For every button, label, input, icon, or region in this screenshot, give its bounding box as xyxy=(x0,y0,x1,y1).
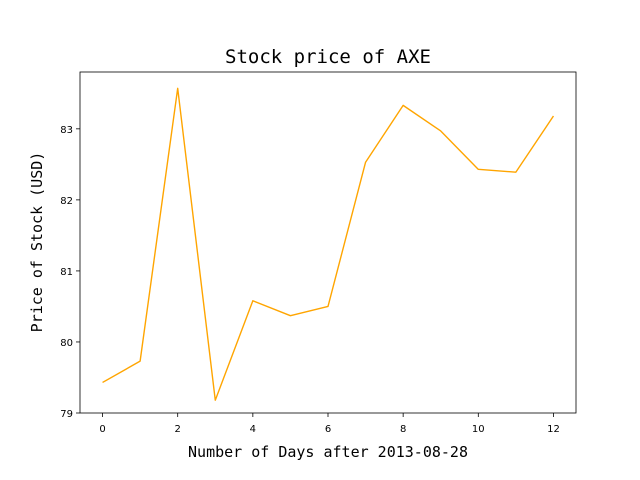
data-point xyxy=(514,171,517,174)
data-point xyxy=(251,299,254,302)
data-point xyxy=(101,381,104,384)
y-tick-label: 82 xyxy=(60,196,73,207)
y-tick-label: 80 xyxy=(60,338,73,349)
x-tick-label: 8 xyxy=(400,424,406,435)
data-point xyxy=(364,161,367,164)
x-tick-label: 12 xyxy=(547,424,560,435)
x-tick-label: 0 xyxy=(99,424,105,435)
data-point xyxy=(439,129,442,132)
data-point xyxy=(402,104,405,107)
data-point xyxy=(327,305,330,308)
series-line xyxy=(102,87,555,401)
y-axis: 79 80 81 82 83 xyxy=(60,125,80,420)
data-point xyxy=(552,115,555,118)
data-point xyxy=(176,87,179,90)
data-point xyxy=(214,399,217,402)
data-point xyxy=(289,314,292,317)
y-axis-label: Price of Stock (USD) xyxy=(28,152,46,333)
y-tick-label: 83 xyxy=(60,125,73,136)
series-layer xyxy=(101,87,555,402)
x-axis: 0 2 4 6 8 10 12 xyxy=(99,413,560,435)
x-tick-label: 2 xyxy=(175,424,181,435)
chart-title: Stock price of AXE xyxy=(225,46,431,68)
y-tick-label: 79 xyxy=(60,409,73,420)
x-tick-label: 10 xyxy=(472,424,485,435)
x-tick-label: 6 xyxy=(325,424,331,435)
y-tick-label: 81 xyxy=(60,267,73,278)
plot-area: 0 2 4 6 8 10 12 79 80 81 82 83 xyxy=(60,71,577,435)
plot-frame xyxy=(79,71,577,414)
data-point xyxy=(477,168,480,171)
x-tick-label: 4 xyxy=(250,424,256,435)
data-point xyxy=(139,360,142,363)
x-axis-label: Number of Days after 2013-08-28 xyxy=(188,443,468,461)
